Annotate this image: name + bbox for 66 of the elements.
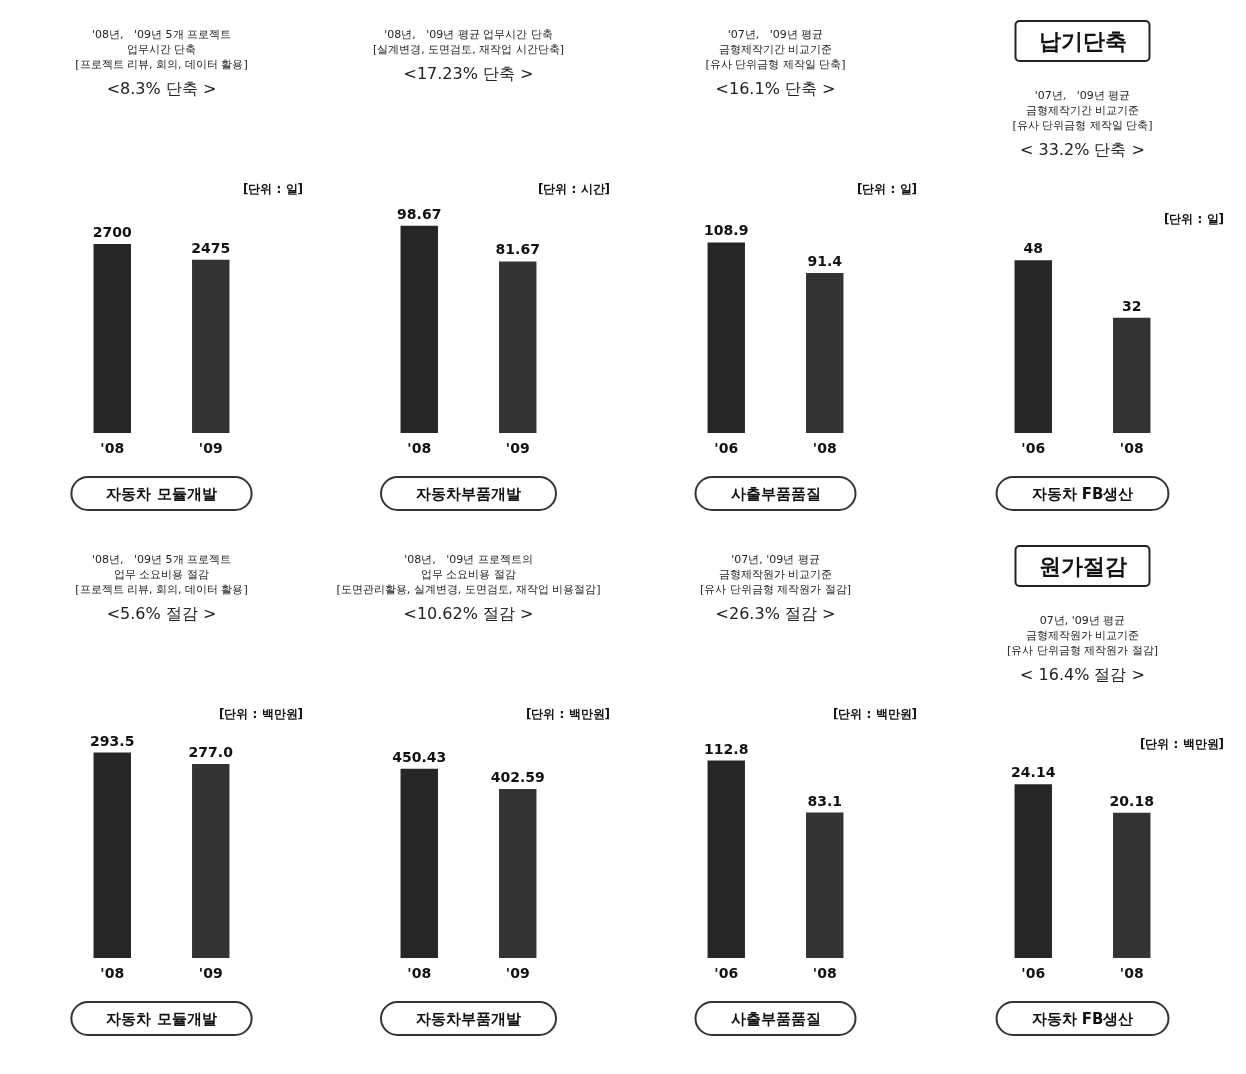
- chart-subtitle: <16.1% 단축 >: [715, 78, 836, 98]
- x-axis-title: 자동차부품개발: [416, 484, 521, 503]
- chart-subtitle: < 33.2% 단축 >: [1020, 139, 1145, 159]
- x-tick-label: '08: [100, 965, 125, 981]
- data-label: 24.14: [1011, 764, 1056, 781]
- text: [단위 : 백만원]: [218, 707, 303, 721]
- text: [단위 : 일]: [242, 182, 303, 196]
- data-label: 402.59: [490, 768, 545, 785]
- text: 납기단축: [1038, 28, 1127, 54]
- data-label: 20.18: [1109, 792, 1154, 809]
- chart-title: '07년, '09년 평균 금형제작원가 비교기준 [유사 단위금형 제작원가 절감]: [699, 553, 852, 596]
- x-axis-title: 사출부품품질: [730, 484, 821, 503]
- data-label: 2475: [191, 239, 231, 256]
- chart-title: '08년, '09년 5개 프로젝트 업무 소요비용 절감 [프로젝트 리뷰, 회의, 데이터 활용]: [75, 553, 248, 596]
- x-tick-label: '09: [198, 440, 223, 456]
- x-tick-label: '06: [1021, 440, 1046, 456]
- data-label: 32: [1122, 297, 1142, 314]
- x-axis-title: 사출부품품질: [730, 1009, 821, 1028]
- x-tick-label: '09: [198, 965, 223, 981]
- x-tick-label: '08: [1119, 440, 1144, 456]
- data-label: 112.8: [704, 740, 749, 757]
- text: [단위 : 일]: [1163, 212, 1224, 226]
- chart-subtitle: <8.3% 단축 >: [106, 78, 217, 98]
- x-tick-label: '09: [505, 440, 530, 456]
- x-axis-title: 자동차 FB생산: [1031, 1009, 1134, 1028]
- data-label: 83.1: [807, 792, 843, 809]
- text: [단위 : 시간]: [537, 182, 610, 196]
- chart-subtitle: <17.23% 단축 >: [403, 63, 534, 83]
- data-label: 2700: [92, 224, 132, 240]
- text: [단위 : 백만원]: [832, 707, 917, 721]
- data-label: 450.43: [392, 748, 447, 765]
- text: 원가절감: [1038, 553, 1127, 579]
- chart-subtitle: <26.3% 절감 >: [715, 603, 836, 623]
- data-label: 91.4: [807, 253, 843, 270]
- x-tick-label: '09: [505, 965, 530, 981]
- x-tick-label: '08: [407, 440, 432, 456]
- data-label: 98.67: [397, 205, 442, 222]
- x-axis-title: 자동차 FB생산: [1031, 484, 1134, 503]
- chart-title: '07년, '09년 평균 금형제작기간 비교기준 [유사 단위금형 제작일 단축]: [705, 28, 846, 71]
- chart-title: 07년, '09년 평균 금형제작원가 비교기준 [유사 단위금형 제작원가 절감]: [1006, 614, 1159, 657]
- data-label: 108.9: [704, 222, 749, 239]
- x-tick-label: '08: [100, 440, 125, 456]
- chart-title: '07년, '09년 평균 금형제작기간 비교기준 [유사 단위금형 제작일 단축]: [1012, 89, 1153, 132]
- x-axis-title: 자동차 모듈개발: [106, 484, 217, 503]
- x-tick-label: '08: [812, 440, 837, 456]
- chart-title: '08년, '09년 5개 프로젝트 업무시간 단축 [프로젝트 리뷰, 회의, 데이터 활용]: [75, 28, 248, 71]
- x-tick-label: '06: [1021, 965, 1046, 981]
- x-tick-label: '08: [812, 965, 837, 981]
- text: [단위 : 백만원]: [1139, 737, 1224, 751]
- chart-subtitle: < 16.4% 절감 >: [1020, 664, 1145, 684]
- x-axis-title: 자동차부품개발: [416, 1009, 521, 1028]
- x-tick-label: '06: [714, 965, 739, 981]
- data-label: 48: [1023, 240, 1043, 257]
- data-label: 81.67: [495, 241, 540, 258]
- data-label: 277.0: [188, 744, 234, 761]
- chart-subtitle: <10.62% 절감 >: [403, 603, 534, 623]
- x-tick-label: '08: [1119, 965, 1144, 981]
- data-label: 293.5: [90, 732, 135, 749]
- x-axis-title: 자동차 모듈개발: [106, 1009, 217, 1028]
- x-tick-label: '06: [714, 440, 739, 456]
- chart-title: '08년, '09년 프로젝트의 업무 소요비용 절감 [도면관리활용, 실계변경, 도면검토, 재작업 비용절감]: [336, 553, 601, 596]
- x-tick-label: '08: [407, 965, 432, 981]
- chart-title: '08년, '09년 평균 업무시간 단축 [실계변경, 도면검토, 재작업 시간단축]: [372, 28, 565, 56]
- text: [단위 : 일]: [856, 182, 917, 196]
- chart-subtitle: <5.6% 절감 >: [106, 603, 217, 623]
- text: [단위 : 백만원]: [525, 707, 610, 721]
